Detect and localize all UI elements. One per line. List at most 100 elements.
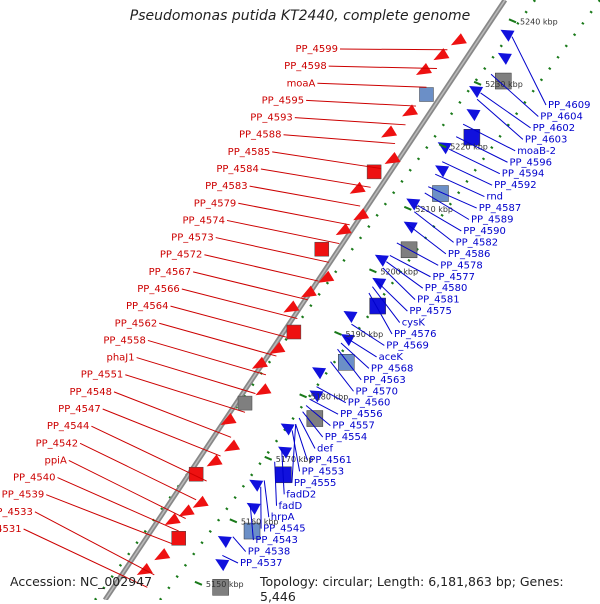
left-label-connector xyxy=(137,358,256,394)
tick-mark xyxy=(474,82,481,85)
gene-label-left: PP_4540 xyxy=(13,473,56,484)
gene-arrow xyxy=(224,440,240,452)
gene-arrow xyxy=(350,182,366,194)
gene-label-right: PP_4563 xyxy=(363,375,406,386)
gene-arrow xyxy=(179,504,195,516)
gene-arrow xyxy=(215,559,229,571)
gene-label-right: PP_4576 xyxy=(394,329,437,340)
gene-label-left: PP_4579 xyxy=(194,198,237,209)
tick-mark xyxy=(335,332,342,335)
gene-arrow xyxy=(283,300,299,312)
gene-label-right: PP_4602 xyxy=(533,123,576,134)
right-label-connector xyxy=(414,212,453,243)
gene-feature xyxy=(315,242,329,256)
gene-label-left: PP_4583 xyxy=(205,181,248,192)
gene-label-left: PP_4544 xyxy=(47,421,90,432)
right-label-connector xyxy=(233,537,246,552)
left-label-connector xyxy=(114,392,231,437)
gene-label-left: PP_4572 xyxy=(160,250,203,261)
tick-label: 5230 kbp xyxy=(485,80,523,89)
gene-label-right: PP_4553 xyxy=(302,466,345,477)
gene-label-left: PP_4588 xyxy=(239,130,282,141)
gene-label-left: PP_4531 xyxy=(0,524,22,535)
gene-feature xyxy=(172,531,186,545)
gene-label-right: PP_4580 xyxy=(425,283,468,294)
gene-label-right: PP_4545 xyxy=(263,524,306,535)
gene-label-right: PP_4587 xyxy=(479,203,522,214)
left-label-connector xyxy=(216,238,329,263)
gene-label-right: PP_4589 xyxy=(471,215,514,226)
gene-label-right: PP_4569 xyxy=(386,340,429,351)
gene-label-left: phaJ1 xyxy=(106,353,134,364)
gene-label-right: PP_4568 xyxy=(371,363,414,374)
left-label-connector xyxy=(159,323,276,356)
gene-label-right: PP_4596 xyxy=(510,157,553,168)
gene-label-left: moaA xyxy=(287,78,316,89)
gene-arrow xyxy=(193,496,209,508)
gene-label-right: PP_4581 xyxy=(417,295,460,306)
gene-feature xyxy=(287,325,301,339)
gene-label-left: PP_4599 xyxy=(295,44,338,55)
left-label-layer: PP_4599PP_4598moaAPP_4595PP_4593PP_4588P… xyxy=(0,44,447,587)
gene-label-right: cysK xyxy=(402,318,426,329)
gene-label-right: PP_4594 xyxy=(502,169,545,180)
left-label-connector xyxy=(306,100,416,106)
right-label-connector xyxy=(477,99,523,139)
gene-label-left: PP_4558 xyxy=(103,335,146,346)
gene-label-left: PP_4533 xyxy=(0,507,33,518)
gene-label-right: PP_4592 xyxy=(494,180,537,191)
left-label-connector xyxy=(204,255,318,281)
left-label-connector xyxy=(261,169,371,187)
gene-label-left: PP_4551 xyxy=(81,370,124,381)
tick-mark xyxy=(509,19,516,22)
gene-label-right: PP_4537 xyxy=(240,558,283,569)
left-label-connector xyxy=(317,83,426,87)
left-label-connector xyxy=(227,220,339,243)
gene-label-right: PP_4555 xyxy=(294,478,337,489)
left-label-connector xyxy=(193,272,308,300)
gene-label-right: PP_4556 xyxy=(340,409,383,420)
gene-label-right: aceK xyxy=(379,352,404,363)
gene-label-right: PP_4577 xyxy=(433,272,476,283)
gene-label-right: fadD xyxy=(279,501,303,512)
left-label-connector xyxy=(238,203,349,225)
tick-label: 5190 kbp xyxy=(346,330,384,339)
gene-arrow xyxy=(218,536,232,548)
gene-label-right: fadD2 xyxy=(286,489,316,500)
gene-arrow xyxy=(451,33,467,45)
gene-arrow xyxy=(154,548,170,560)
gene-label-right: PP_4609 xyxy=(548,100,591,111)
gene-label-left: PP_4566 xyxy=(137,284,180,295)
gene-label-right: rnd xyxy=(486,192,503,203)
left-label-connector xyxy=(103,409,221,456)
gene-label-left: PP_4564 xyxy=(126,301,169,312)
tick-mark xyxy=(404,207,411,210)
gene-label-right: PP_4560 xyxy=(348,398,391,409)
gene-label-left: PP_4585 xyxy=(228,147,271,158)
gene-arrow xyxy=(375,255,389,267)
left-label-connector xyxy=(329,66,437,68)
gene-label-right: PP_4561 xyxy=(309,455,352,466)
left-label-connector xyxy=(80,443,196,500)
right-label-connector xyxy=(512,37,546,105)
tick-mark xyxy=(195,582,202,585)
right-label-connector xyxy=(481,93,531,128)
left-label-connector xyxy=(284,135,396,144)
left-label-connector xyxy=(125,375,245,413)
tick-label: 5170 kbp xyxy=(276,455,314,464)
gene-arrow xyxy=(312,367,326,379)
tick-mark xyxy=(265,457,272,460)
left-label-connector xyxy=(171,306,287,337)
left-label-connector xyxy=(91,426,206,481)
gene-label-left: PP_4584 xyxy=(216,164,259,175)
gene-label-left: PP_4567 xyxy=(149,267,192,278)
gene-feature xyxy=(238,396,252,410)
gene-arrow xyxy=(343,311,357,323)
gene-arrow xyxy=(404,222,418,234)
left-label-connector xyxy=(148,340,266,374)
gene-label-left: PP_4548 xyxy=(69,387,112,398)
gene-arrow xyxy=(501,30,515,42)
gene-label-right: PP_4543 xyxy=(255,535,298,546)
gene-label-right: PP_4604 xyxy=(540,111,583,122)
